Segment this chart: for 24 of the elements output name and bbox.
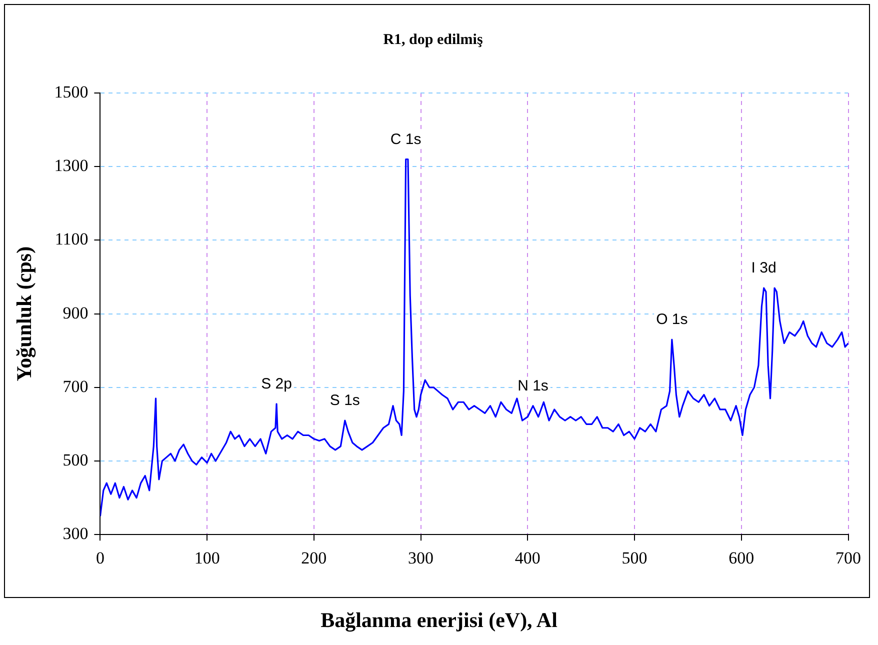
annotation: S 2p <box>261 376 292 393</box>
y-tick-label: 1500 <box>54 82 88 102</box>
x-tick-label: 300 <box>408 548 434 568</box>
y-tick-label: 500 <box>62 450 88 470</box>
x-tick-label: 600 <box>728 548 754 568</box>
y-tick-label: 1100 <box>54 230 88 249</box>
x-tick-label: 100 <box>194 548 220 568</box>
annotation: S 1s <box>330 392 360 410</box>
x-tick-label: 400 <box>514 548 540 568</box>
annotation: I 3d <box>751 260 776 277</box>
annotation: N 1s <box>518 377 548 394</box>
x-tick-label: 200 <box>301 548 327 568</box>
x-tick-label: 700 <box>836 548 861 568</box>
x-tick-label: 0 <box>96 548 104 568</box>
y-tick-label: 300 <box>62 524 88 544</box>
annotation: O 1s <box>656 311 688 328</box>
y-tick-label: 700 <box>62 376 88 396</box>
annotation: C 1s <box>390 130 422 148</box>
y-axis-title: Yoğunluk (cps) <box>12 246 36 382</box>
chart-title: R1, dop edilmiş <box>383 32 483 48</box>
y-tick-label: 1300 <box>54 156 88 176</box>
x-axis-title: Bağlanma enerjisi (eV), Al <box>320 608 558 633</box>
x-tick-label: 500 <box>622 548 648 568</box>
y-tick-label: 900 <box>62 303 88 322</box>
